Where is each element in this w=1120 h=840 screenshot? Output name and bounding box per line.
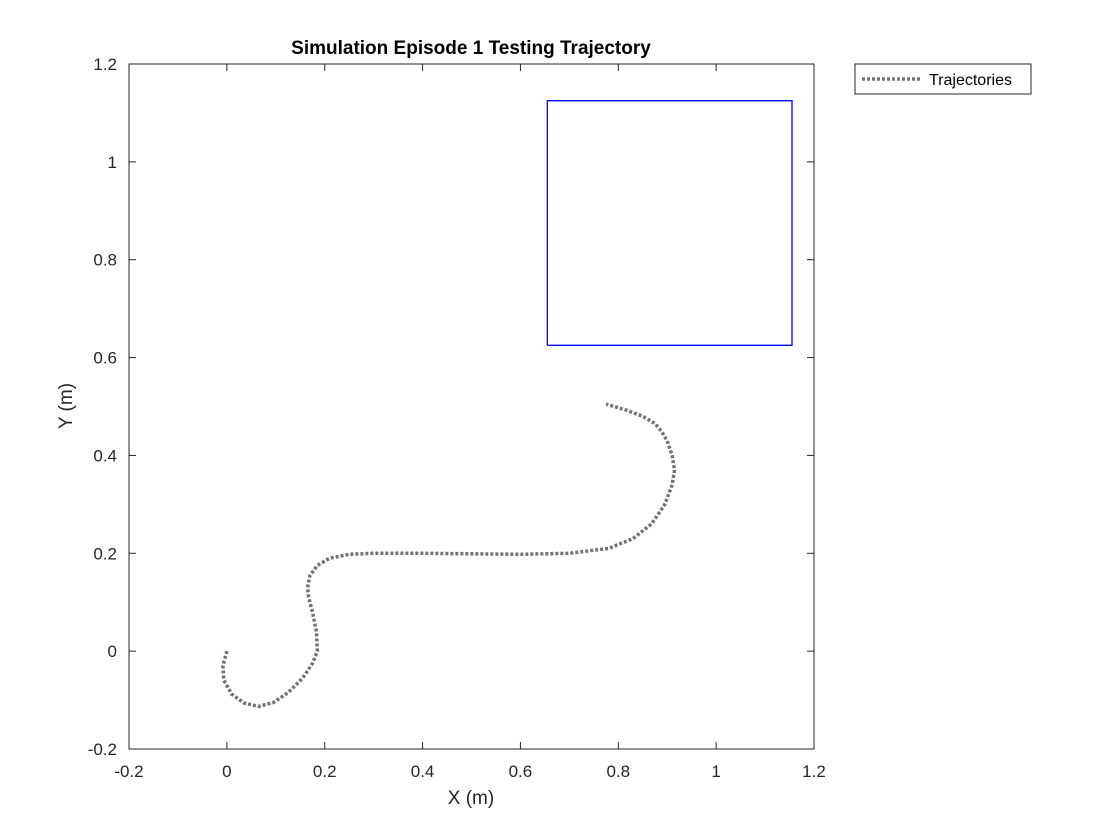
y-tick-label: 0 <box>108 642 117 661</box>
x-tick-label: 0.4 <box>411 762 435 781</box>
plot-area <box>129 64 814 749</box>
y-tick-label: 1 <box>108 153 117 172</box>
y-tick-label: 0.4 <box>93 446 117 465</box>
x-tick-label: 0.6 <box>509 762 533 781</box>
x-axis-label: X (m) <box>448 788 494 809</box>
x-tick-label: 1 <box>711 762 720 781</box>
legend: Trajectories <box>854 63 1032 95</box>
plot-marks <box>221 100 793 709</box>
x-tick-label: 0 <box>222 762 231 781</box>
y-tick-label: 1.2 <box>93 55 117 74</box>
x-tick-label: 0.2 <box>313 762 337 781</box>
chart-title: Simulation Episode 1 Testing Trajectory <box>291 38 651 59</box>
y-tick-label: 0.6 <box>93 349 117 368</box>
y-axis-label: Y (m) <box>56 383 77 429</box>
x-tick-label: -0.2 <box>114 762 143 781</box>
axis-ticks: -0.2 0 0.2 0.4 0.6 0.8 1 1.2 -0.2 0 0.2 0.4 0.6 0.8 1 1… <box>88 55 826 781</box>
x-tick-label: 0.8 <box>606 762 630 781</box>
y-tick-label: 0.8 <box>93 251 117 270</box>
y-tick-label: 0.2 <box>93 544 117 563</box>
axes-box <box>128 63 815 750</box>
y-tick-label: -0.2 <box>88 740 117 759</box>
series-line-trajectories <box>221 402 677 709</box>
x-tick-label: 1.2 <box>802 762 826 781</box>
target-region-rectangle <box>546 100 793 346</box>
legend-label-trajectories: Trajectories <box>929 72 1012 89</box>
